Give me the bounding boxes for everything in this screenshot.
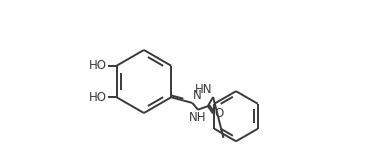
- Text: N: N: [193, 89, 202, 102]
- Text: HN: HN: [195, 83, 213, 96]
- Text: NH: NH: [188, 111, 206, 124]
- Text: HO: HO: [89, 91, 107, 104]
- Text: HO: HO: [89, 59, 107, 72]
- Text: O: O: [214, 107, 224, 120]
